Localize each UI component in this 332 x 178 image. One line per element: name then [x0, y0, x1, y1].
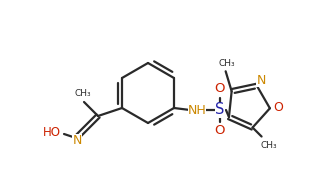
Text: HO: HO [43, 127, 61, 140]
Text: CH₃: CH₃ [260, 141, 277, 150]
Text: NH: NH [188, 104, 207, 117]
Text: O: O [273, 101, 283, 114]
Text: N: N [72, 134, 82, 146]
Text: S: S [215, 103, 225, 117]
Text: CH₃: CH₃ [75, 90, 91, 98]
Text: CH₃: CH₃ [218, 59, 235, 68]
Text: O: O [215, 124, 225, 137]
Text: N: N [256, 74, 266, 87]
Text: O: O [215, 82, 225, 96]
